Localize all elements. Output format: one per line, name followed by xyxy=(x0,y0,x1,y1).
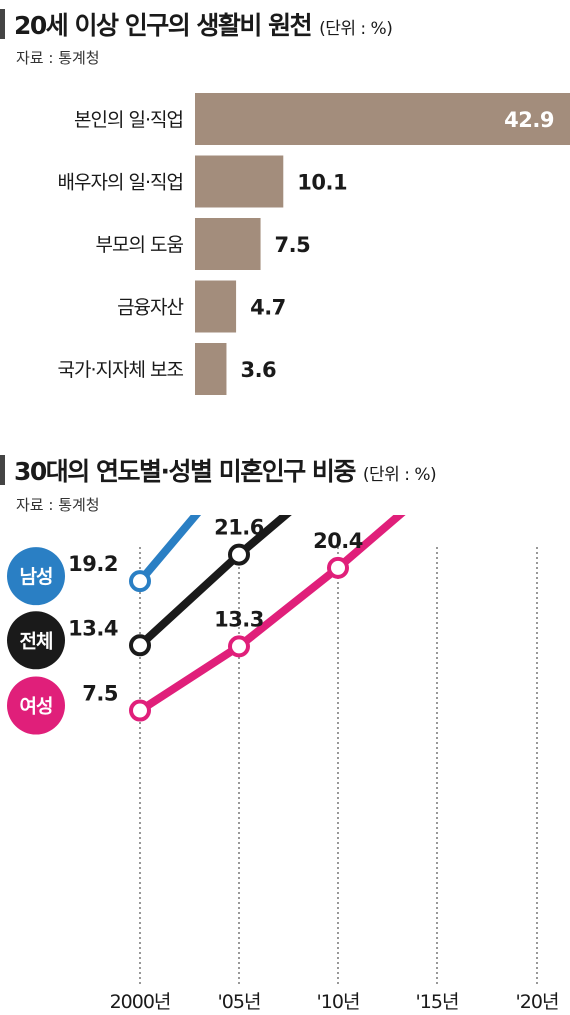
data-point xyxy=(129,634,151,657)
bar-category-label: 국가·지자체 보조 xyxy=(58,359,184,381)
series-legend-badge xyxy=(7,676,65,735)
bar-chart-title: 20세 이상 인구의 생활비 원천 xyxy=(14,11,313,40)
series-line xyxy=(136,515,292,650)
data-point xyxy=(228,543,250,566)
bar-chart-source: 자료 : 통계청 xyxy=(16,49,100,67)
bar-chart: 본인의 일·직업 42.9 배우자의 일·직업 10.1 부모의 도움 7.5 금융자산 4.… xyxy=(58,93,570,395)
bar xyxy=(195,93,570,145)
series-legend-label: 남성 xyxy=(20,566,53,588)
line-chart-source: 자료 : 통계청 xyxy=(16,496,100,514)
series-legend-badge xyxy=(7,611,65,670)
x-tick-label: 2000년 xyxy=(110,991,171,1013)
data-label: 13.3 xyxy=(214,607,264,631)
bar xyxy=(195,218,261,270)
bar-category-label: 배우자의 일·직업 xyxy=(58,172,183,194)
line-chart-title-block: 30대의 연도별·성별 미혼인구 비중 (단위 : %) xyxy=(0,452,437,488)
bar-value-label: 4.7 xyxy=(250,296,286,320)
bar-chart-unit: (단위 : %) xyxy=(319,19,393,39)
series-legend-label: 여성 xyxy=(20,696,53,718)
x-tick-label: '15년 xyxy=(416,991,459,1013)
data-label: 7.5 xyxy=(82,682,118,706)
bar-category-label: 금융자산 xyxy=(117,297,183,319)
series-legend-badge xyxy=(7,547,65,606)
bar xyxy=(195,155,284,208)
data-label: 20.4 xyxy=(313,529,363,553)
bar xyxy=(195,280,237,333)
data-point xyxy=(129,570,151,593)
x-tick-label: '10년 xyxy=(317,991,360,1013)
data-point xyxy=(129,699,151,722)
x-tick-label: '05년 xyxy=(218,991,261,1013)
series-legend-label: 전체 xyxy=(20,630,53,652)
bar-chart-title-block: 20세 이상 인구의 생활비 원천 (단위 : %) xyxy=(0,6,393,42)
data-label: 13.4 xyxy=(68,616,118,640)
bar xyxy=(195,343,227,395)
bar-value-label: 7.5 xyxy=(275,233,311,257)
title-accent-bar xyxy=(0,9,5,39)
data-point xyxy=(228,635,250,658)
data-label: 21.6 xyxy=(214,516,264,540)
x-tick-label: '20년 xyxy=(516,991,559,1013)
bar-value-label: 10.1 xyxy=(297,171,347,195)
line-chart: 2000년'05년'10년'15년'20년19.229.837.944.250.… xyxy=(7,515,559,1013)
line-chart-title: 30대의 연도별·성별 미혼인구 비중 xyxy=(14,457,356,486)
bar-value-label: 42.9 xyxy=(504,108,554,132)
bar-category-label: 본인의 일·직업 xyxy=(74,109,183,131)
bar-category-label: 부모의 도움 xyxy=(96,234,184,256)
data-label: 19.2 xyxy=(68,552,118,576)
bar-value-label: 3.6 xyxy=(240,358,276,382)
data-point xyxy=(327,556,349,579)
line-chart-unit: (단위 : %) xyxy=(362,465,437,485)
title-accent-bar xyxy=(0,455,5,485)
